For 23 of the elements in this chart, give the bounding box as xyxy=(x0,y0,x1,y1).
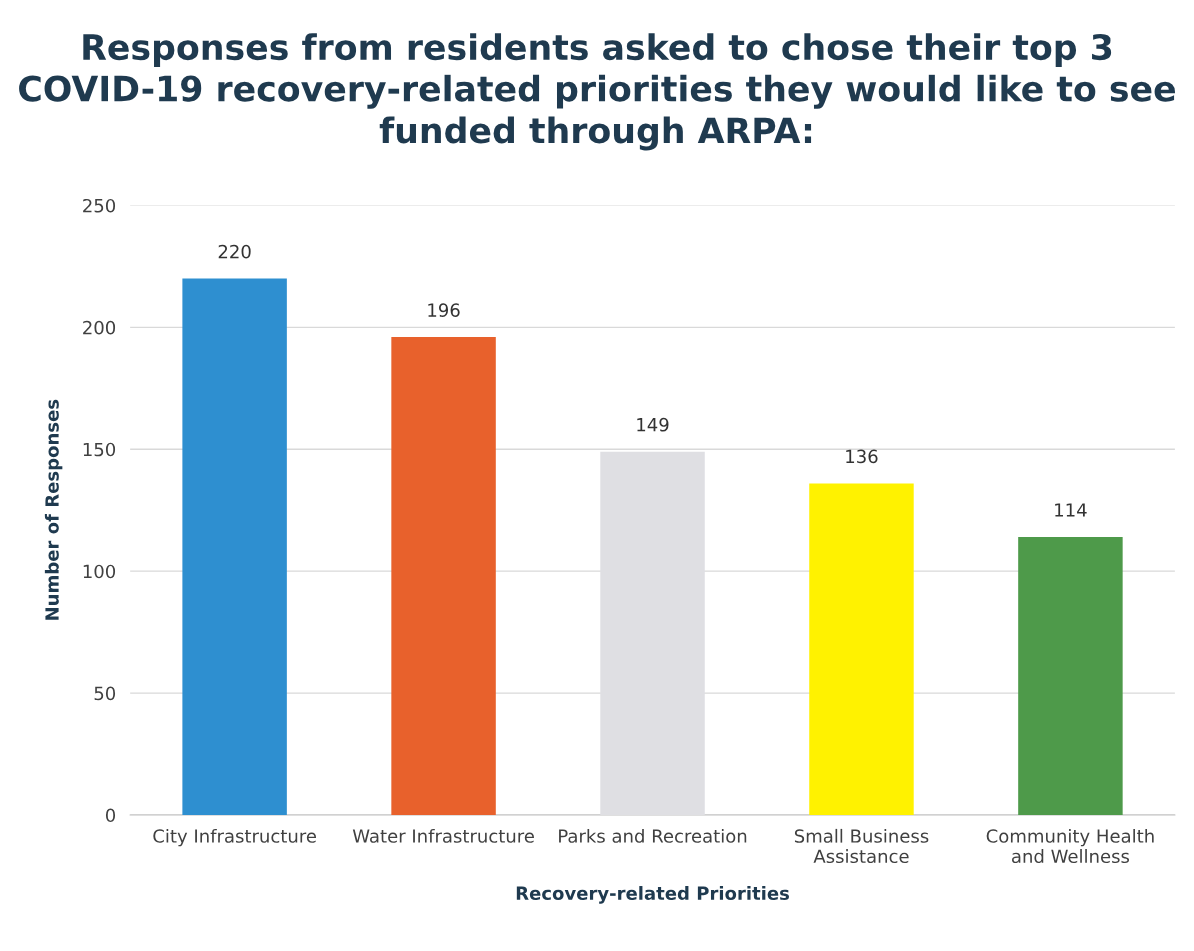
bar xyxy=(182,278,287,816)
data-label: 136 xyxy=(846,449,878,464)
data-label: 149 xyxy=(637,417,669,432)
y-tick-label: 100 xyxy=(83,564,116,579)
x-tick-label: Small Business Assistance xyxy=(794,828,929,864)
x-tick-label: Community Health and Wellness xyxy=(986,828,1154,864)
x-tick-label: City Infrastructure xyxy=(153,828,316,847)
chart-title: Responses from residents asked to chose their top 3 COVID-19 recovery-related priorities they would like to see funded through ARPA: xyxy=(19,33,1175,151)
y-tick-label: 0 xyxy=(105,808,116,823)
y-tick-label: 150 xyxy=(83,442,116,457)
data-label: 114 xyxy=(1055,503,1087,517)
x-axis-title: Recovery-related Priorities xyxy=(516,886,790,904)
y-tick-label: 200 xyxy=(83,320,116,335)
bar xyxy=(391,337,496,816)
y-tick-label: 50 xyxy=(94,686,116,701)
x-tick-label: Parks and Recreation xyxy=(559,828,747,843)
data-label: 196 xyxy=(428,303,460,317)
y-axis-title: Number of Responses xyxy=(44,399,63,620)
bar xyxy=(809,483,914,816)
x-tick-label: Water Infrastructure xyxy=(352,828,534,843)
y-tick-label: 250 xyxy=(83,198,116,213)
data-label: 220 xyxy=(218,244,251,259)
bar xyxy=(1018,537,1123,816)
